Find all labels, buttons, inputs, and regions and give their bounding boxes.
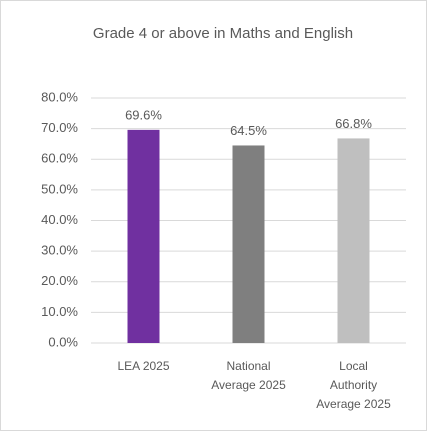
data-label: 69.6% bbox=[125, 107, 162, 122]
x-tick-label: LEA 2025 bbox=[117, 359, 170, 373]
y-tick-label: 20.0% bbox=[41, 273, 78, 288]
bar bbox=[127, 129, 160, 343]
x-tick-label: National Average 2025 bbox=[211, 359, 286, 392]
chart-title: Grade 4 or above in Maths and English bbox=[92, 25, 354, 42]
x-tick-label: Local Authority Average 2025 bbox=[316, 359, 391, 411]
y-tick-label: 10.0% bbox=[41, 304, 78, 319]
data-label: 66.8% bbox=[335, 116, 372, 131]
y-tick-label: 40.0% bbox=[41, 212, 78, 227]
y-tick-label: 0.0% bbox=[48, 334, 78, 349]
y-tick-label: 60.0% bbox=[41, 151, 78, 166]
y-tick-label: 80.0% bbox=[41, 89, 78, 104]
y-tick-label: 50.0% bbox=[41, 181, 78, 196]
y-tick-label: 70.0% bbox=[41, 120, 78, 135]
y-tick-label: 30.0% bbox=[41, 243, 78, 258]
bar bbox=[232, 145, 265, 343]
data-label: 64.5% bbox=[230, 123, 267, 138]
bar bbox=[337, 138, 370, 343]
